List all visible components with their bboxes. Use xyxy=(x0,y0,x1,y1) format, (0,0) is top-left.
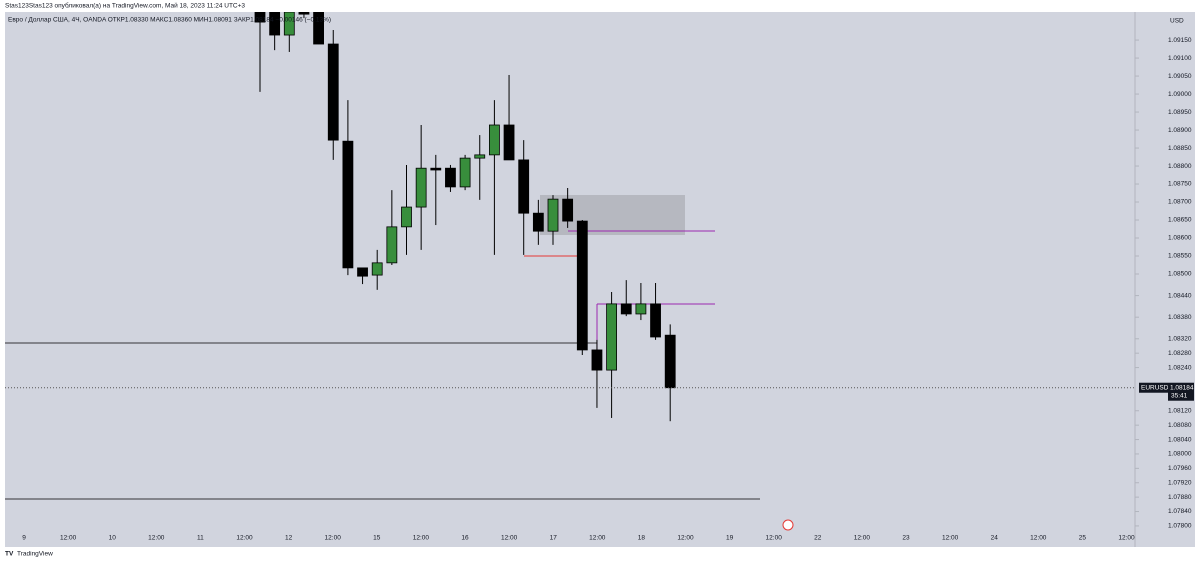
candle-body xyxy=(488,124,500,156)
y-tick-label: 1.09150 xyxy=(1168,37,1192,44)
x-tick-label: 12:00 xyxy=(148,535,165,542)
x-tick-label: 16 xyxy=(461,535,469,542)
candle-body xyxy=(474,154,486,159)
y-tick-label: 1.07880 xyxy=(1168,494,1192,501)
candle-body xyxy=(635,303,647,315)
x-tick-label: 12:00 xyxy=(413,535,430,542)
x-tick-label: 12:00 xyxy=(766,535,783,542)
candle-body xyxy=(562,198,574,222)
y-tick-label: 1.08650 xyxy=(1168,217,1192,224)
candle-body xyxy=(503,124,515,161)
y-tick-label: 1.08700 xyxy=(1168,199,1192,206)
publisher: Stas123Stas123 опубликовал(а) на Trading… xyxy=(5,2,245,10)
y-tick-label: 1.07800 xyxy=(1168,523,1192,530)
y-tick-label: 1.08800 xyxy=(1168,163,1192,170)
y-tick-label: 1.08000 xyxy=(1168,451,1192,458)
candle-body xyxy=(371,262,383,276)
candle-body xyxy=(620,303,632,315)
x-tick-label: 12:00 xyxy=(501,535,518,542)
x-tick-label: 12:00 xyxy=(60,535,77,542)
y-tick-label: 1.08500 xyxy=(1168,271,1192,278)
candle-body xyxy=(650,303,661,338)
candle-body xyxy=(283,12,295,36)
y-tick-label: 1.08320 xyxy=(1168,336,1192,343)
currency: USD xyxy=(1170,18,1184,25)
x-tick-label: 15 xyxy=(373,535,381,542)
x-tick-label: 18 xyxy=(638,535,646,542)
candle-body xyxy=(342,140,354,269)
candle-body xyxy=(430,167,442,171)
y-tick-label: 1.08240 xyxy=(1168,364,1192,371)
y-tick-label: 1.08750 xyxy=(1168,181,1192,188)
candle-body xyxy=(445,167,456,188)
candle-body xyxy=(547,198,559,232)
candle-body xyxy=(576,220,588,351)
y-tick-label: 1.08550 xyxy=(1168,253,1192,260)
chart-pane xyxy=(5,12,1195,547)
legend: Евро / Доллар США, 4Ч, OANDA ОТКР1.08330… xyxy=(8,17,331,24)
y-tick-label: 1.08950 xyxy=(1168,109,1192,116)
candle-body xyxy=(606,303,617,371)
y-tick-label: 1.07920 xyxy=(1168,479,1192,486)
price-pane xyxy=(5,12,760,500)
x-tick-label: 12:00 xyxy=(589,535,606,542)
candle-body xyxy=(313,12,325,45)
x-tick-label: 19 xyxy=(726,535,734,542)
y-tick-label: 1.09100 xyxy=(1168,55,1192,62)
logo: TV xyxy=(5,551,14,558)
y-tick-label: 1.09000 xyxy=(1168,91,1192,98)
x-tick-label: 10 xyxy=(109,535,117,542)
price-tag xyxy=(1139,382,1168,393)
symbol-label: EURUSD xyxy=(1141,384,1169,391)
x-tick-label: 23 xyxy=(902,535,910,542)
y-tick-label: 1.08040 xyxy=(1168,436,1192,443)
countdown: 35:41 xyxy=(1171,392,1188,399)
candle-body xyxy=(357,267,368,277)
zone xyxy=(540,195,685,235)
candle-body xyxy=(415,167,427,208)
candle-body xyxy=(591,349,603,371)
candle-body xyxy=(401,206,412,228)
x-tick-label: 22 xyxy=(814,535,822,542)
y-tick-label: 1.08380 xyxy=(1168,314,1192,321)
x-tick-label: 25 xyxy=(1079,535,1087,542)
x-tick-label: 12:00 xyxy=(236,535,253,542)
price-tag xyxy=(1168,382,1194,401)
x-tick-label: 12:00 xyxy=(942,535,959,542)
event-icon[interactable] xyxy=(782,519,794,531)
candle-body xyxy=(298,12,310,15)
x-tick-label: 24 xyxy=(991,535,999,542)
candle-body xyxy=(254,12,266,23)
x-tick-label: 12:00 xyxy=(854,535,871,542)
y-tick-label: 1.08080 xyxy=(1168,422,1192,429)
brand: TradingView xyxy=(17,551,53,558)
candle-body xyxy=(327,43,339,141)
candle-body xyxy=(386,226,398,264)
y-tick-label: 1.07840 xyxy=(1168,508,1192,515)
last-price: 1.08184 xyxy=(1170,384,1194,391)
x-tick-label: 12 xyxy=(285,535,293,542)
y-tick-label: 1.08900 xyxy=(1168,127,1192,134)
y-tick-label: 1.08600 xyxy=(1168,235,1192,242)
y-tick-label: 1.09050 xyxy=(1168,73,1192,80)
y-tick-label: 1.08850 xyxy=(1168,145,1192,152)
y-tick-label: 1.07960 xyxy=(1168,465,1192,472)
x-tick-label: 11 xyxy=(197,535,204,542)
y-tick-label: 1.08440 xyxy=(1168,292,1192,299)
candle-body xyxy=(459,157,471,188)
candle-body xyxy=(532,212,544,232)
candle-body xyxy=(664,334,676,389)
x-tick-label: 12:00 xyxy=(325,535,342,542)
x-tick-label: 12:00 xyxy=(677,535,694,542)
x-tick-label: 12:00 xyxy=(1118,535,1135,542)
candle-body xyxy=(518,159,530,214)
x-tick-label: 12:00 xyxy=(1030,535,1047,542)
y-tick-label: 1.08120 xyxy=(1168,407,1192,414)
x-tick-label: 17 xyxy=(550,535,558,542)
y-tick-label: 1.08280 xyxy=(1168,350,1192,357)
candle-body xyxy=(269,12,281,36)
x-tick-label: 9 xyxy=(22,535,26,542)
